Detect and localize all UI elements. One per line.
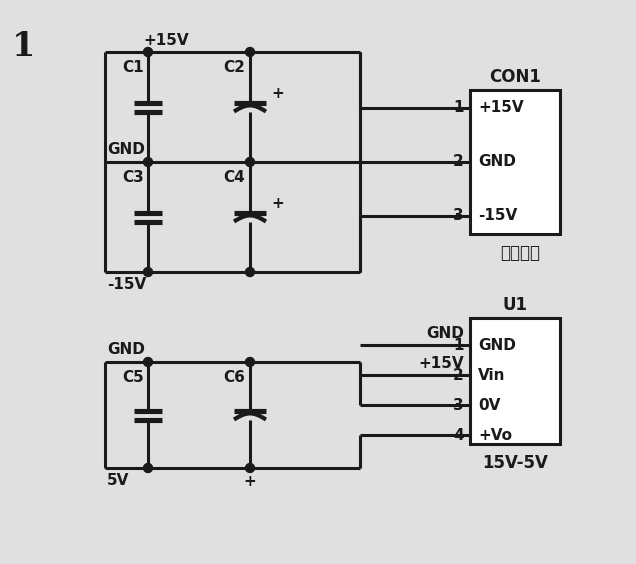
Bar: [470, 318, 560, 444]
Circle shape: [144, 358, 153, 367]
Text: C2: C2: [223, 60, 245, 75]
Text: GND: GND: [107, 342, 145, 357]
Text: 1: 1: [12, 30, 36, 63]
Circle shape: [245, 47, 254, 56]
Text: 15V-5V: 15V-5V: [482, 454, 548, 472]
Text: +Vo: +Vo: [478, 428, 512, 443]
Text: C1: C1: [122, 60, 144, 75]
Text: -15V: -15V: [107, 277, 146, 292]
Text: +: +: [271, 86, 284, 100]
Circle shape: [144, 157, 153, 166]
Text: +: +: [244, 474, 256, 489]
Text: C4: C4: [223, 170, 245, 185]
Circle shape: [144, 47, 153, 56]
Text: GND: GND: [478, 337, 516, 352]
Text: GND: GND: [478, 155, 516, 170]
Text: C5: C5: [122, 370, 144, 385]
Text: +15V: +15V: [478, 100, 523, 116]
Text: 4: 4: [453, 428, 464, 443]
Circle shape: [245, 358, 254, 367]
Text: +15V: +15V: [143, 33, 189, 48]
Text: GND: GND: [426, 326, 464, 341]
Text: C3: C3: [122, 170, 144, 185]
Circle shape: [245, 157, 254, 166]
Text: 2: 2: [453, 155, 464, 170]
Text: +: +: [271, 196, 284, 210]
Text: GND: GND: [107, 142, 145, 157]
Text: C6: C6: [223, 370, 245, 385]
Circle shape: [144, 267, 153, 276]
Text: 3: 3: [453, 209, 464, 223]
Text: 1: 1: [453, 100, 464, 116]
Text: CON1: CON1: [489, 68, 541, 86]
Circle shape: [144, 464, 153, 473]
Text: Vin: Vin: [478, 368, 506, 382]
Circle shape: [245, 267, 254, 276]
Text: +15V: +15V: [418, 356, 464, 371]
Text: -15V: -15V: [478, 209, 517, 223]
Bar: [470, 90, 560, 234]
Text: 1: 1: [453, 337, 464, 352]
Text: 电源接口: 电源接口: [500, 244, 540, 262]
Text: 3: 3: [453, 398, 464, 412]
Text: 0V: 0V: [478, 398, 501, 412]
Text: U1: U1: [502, 296, 527, 314]
Text: 2: 2: [453, 368, 464, 382]
Text: 5V: 5V: [107, 473, 129, 488]
Circle shape: [245, 464, 254, 473]
